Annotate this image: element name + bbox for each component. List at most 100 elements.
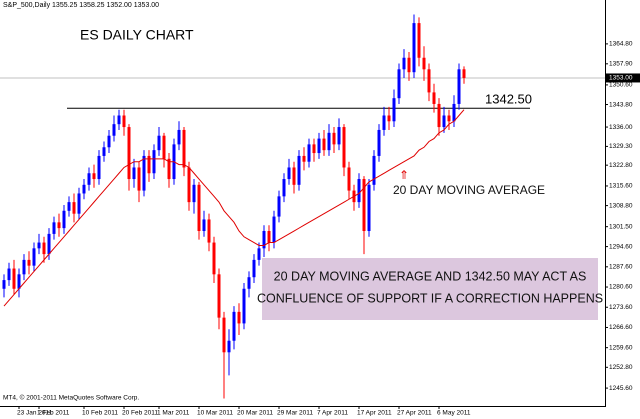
y-tick-label: 1343.80 bbox=[609, 101, 633, 108]
candle-body bbox=[237, 311, 241, 324]
candle-body bbox=[307, 144, 311, 162]
candle-body bbox=[297, 155, 301, 185]
candle-body bbox=[287, 167, 291, 180]
y-tick-label: 1280.60 bbox=[609, 284, 633, 291]
x-tick-label: 20 Feb 2011 bbox=[122, 410, 158, 417]
candle-body bbox=[302, 155, 306, 162]
candle-body bbox=[177, 129, 181, 145]
candle-body bbox=[442, 115, 446, 128]
candle-body bbox=[37, 242, 41, 249]
candle-body bbox=[107, 135, 111, 148]
y-tick-label: 1259.60 bbox=[609, 344, 633, 351]
y-tick-label: 1336.00 bbox=[609, 124, 633, 131]
y-tick-label: 1245.60 bbox=[609, 385, 633, 392]
candle-body bbox=[422, 57, 426, 70]
footer: MT4, © 2001-2011 MetaQuotes Software Cor… bbox=[3, 394, 139, 402]
candle-body bbox=[342, 127, 346, 168]
candle-body bbox=[187, 167, 191, 203]
current-price-label: 1353.00 bbox=[609, 75, 633, 82]
candle-body bbox=[92, 173, 96, 180]
candle-body bbox=[262, 231, 266, 249]
candle-body bbox=[22, 259, 26, 275]
candle-body bbox=[347, 167, 351, 191]
candle-body bbox=[7, 268, 11, 281]
candle-body bbox=[97, 155, 101, 180]
candle-body bbox=[167, 158, 171, 180]
candle-body bbox=[247, 277, 251, 289]
candle-body bbox=[142, 155, 146, 191]
candle-body bbox=[152, 150, 156, 174]
y-tick-label: 1266.60 bbox=[609, 324, 633, 331]
candle-body bbox=[117, 115, 121, 125]
candle-body bbox=[332, 132, 336, 145]
y-tick-label: 1329.30 bbox=[609, 143, 633, 150]
candle-body bbox=[382, 115, 386, 130]
note-line: 20 DAY MOVING AVERAGE AND 1342.50 MAY AC… bbox=[274, 269, 587, 283]
candle-body bbox=[407, 57, 411, 73]
moving-average bbox=[3, 109, 465, 307]
y-tick-label: 1294.60 bbox=[609, 243, 633, 250]
candle-body bbox=[182, 129, 186, 168]
candle-body bbox=[127, 127, 131, 180]
candle-body bbox=[82, 184, 86, 194]
y-tick-label: 1301.50 bbox=[609, 223, 633, 230]
candle-body bbox=[207, 219, 211, 243]
candle-body bbox=[112, 124, 116, 136]
candle-body bbox=[162, 135, 166, 159]
candle-body bbox=[62, 210, 66, 229]
candle-body bbox=[52, 222, 56, 234]
note-box bbox=[262, 258, 598, 320]
candle-body bbox=[12, 268, 16, 289]
x-tick-label: 10 Feb 2011 bbox=[82, 410, 118, 417]
y-tick-label: 1364.80 bbox=[609, 41, 633, 48]
x-tick-label: 20 Mar 2011 bbox=[237, 410, 273, 417]
candle-body bbox=[327, 132, 331, 151]
candle-body bbox=[32, 248, 36, 266]
y-tick-label: 1252.80 bbox=[609, 364, 633, 371]
candle-body bbox=[432, 92, 436, 104]
candle-body bbox=[222, 317, 226, 353]
x-tick-label: 27 Apr 2011 bbox=[397, 410, 432, 417]
x-tick-label: 29 Mar 2011 bbox=[277, 410, 313, 417]
candle-body bbox=[202, 219, 206, 232]
candle-body bbox=[147, 155, 151, 174]
candle-body bbox=[337, 127, 341, 145]
candle-body bbox=[362, 179, 366, 232]
candle-body bbox=[437, 103, 441, 128]
candle-body bbox=[57, 222, 61, 229]
current-price-box bbox=[605, 73, 640, 83]
candle-body bbox=[192, 184, 196, 203]
candle-body bbox=[292, 167, 296, 185]
candle-body bbox=[277, 196, 281, 217]
candle-body bbox=[67, 202, 71, 211]
candle-body bbox=[417, 23, 421, 58]
candle-body bbox=[322, 138, 326, 151]
candle-body bbox=[457, 69, 461, 104]
candle-body bbox=[27, 259, 31, 266]
candle-body bbox=[272, 216, 276, 243]
candle-body bbox=[462, 69, 466, 78]
y-tick-label: 1322.80 bbox=[609, 162, 633, 169]
candle-body bbox=[2, 280, 6, 289]
candle-body bbox=[137, 167, 141, 191]
chart-header: S&P_500,Daily 1355.25 1358.25 1352.00 13… bbox=[3, 2, 159, 9]
candle-body bbox=[357, 179, 361, 203]
candle-body bbox=[397, 69, 401, 99]
chart-title: ES DAILY CHART bbox=[80, 27, 194, 43]
candle-body bbox=[377, 129, 381, 156]
y-tick-label: 1308.80 bbox=[609, 202, 633, 209]
x-tick-label: 1 Feb 2011 bbox=[37, 410, 70, 417]
candle-body bbox=[102, 147, 106, 156]
x-tick-label: 1 Mar 2011 bbox=[157, 410, 190, 417]
candle-body bbox=[257, 248, 261, 260]
note-line: CONFLUENCE OF SUPPORT IF A CORRECTION HA… bbox=[257, 291, 603, 305]
candle-body bbox=[412, 23, 416, 73]
y-tick-label: 1350.60 bbox=[609, 82, 633, 89]
candle-body bbox=[282, 179, 286, 197]
candle-body bbox=[47, 233, 51, 255]
candle-body bbox=[427, 69, 431, 93]
candle-body bbox=[372, 155, 376, 185]
candle-body bbox=[77, 193, 81, 214]
